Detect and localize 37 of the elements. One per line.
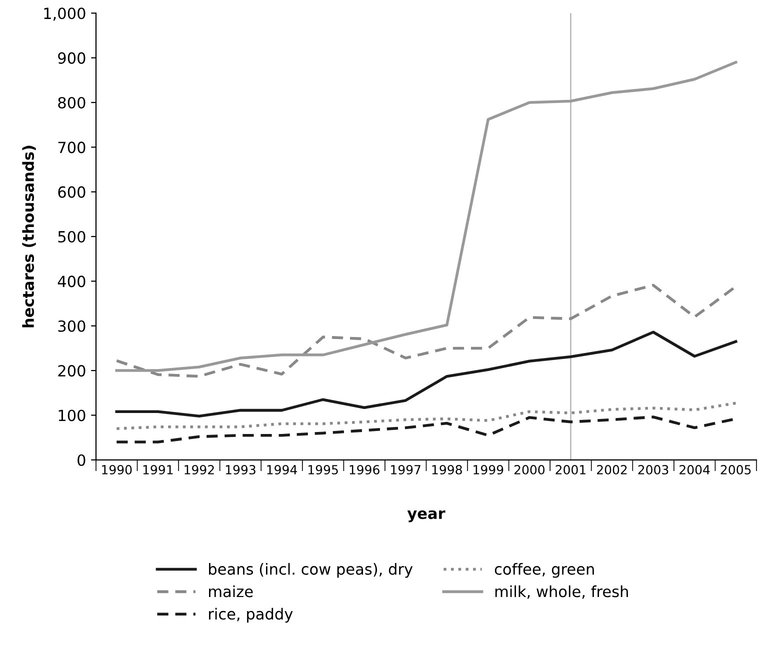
- line-series: [115, 330, 738, 418]
- x-tick-label: 2004: [680, 464, 710, 474]
- line-series: [115, 60, 738, 372]
- x-tick-label: 1999: [474, 464, 504, 474]
- x-tick-label: 2003: [638, 464, 668, 474]
- x-axis-title: year: [407, 510, 446, 522]
- y-tick-label: 800: [58, 96, 86, 109]
- y-tick-label: 600: [58, 186, 86, 198]
- x-tick-label: 1992: [184, 464, 214, 474]
- y-tick-label: 700: [58, 142, 86, 154]
- x-tick-label: 1995: [308, 464, 338, 474]
- y-tick-label: 200: [58, 365, 86, 377]
- y-tick-label: 100: [58, 410, 86, 422]
- y-tick-label: 1,000: [44, 8, 86, 21]
- y-axis-title: hectares (thousands): [22, 146, 36, 328]
- x-tick-label: 1997: [391, 464, 420, 474]
- x-tick-label: 2001: [556, 464, 586, 474]
- legend-label: rice, paddy: [209, 608, 293, 623]
- legend-label: maize: [209, 585, 253, 598]
- y-tick-label: 300: [58, 320, 86, 332]
- legend-label: beans (incl. cow peas), dry: [209, 563, 413, 578]
- x-tick-label: 1990: [102, 464, 132, 474]
- y-tick-label: 500: [58, 230, 86, 243]
- x-tick-label: 1994: [267, 464, 297, 474]
- legend-label: coffee, green: [494, 563, 594, 578]
- x-tick-label: 1993: [226, 464, 256, 474]
- legend-label: milk, whole, fresh: [495, 585, 628, 599]
- y-tick-label: 900: [58, 52, 86, 64]
- x-tick-label: 2002: [597, 464, 627, 474]
- x-tick-label: 1991: [143, 464, 173, 474]
- y-tick-label: 400: [58, 276, 86, 288]
- x-tick-label: 1998: [432, 464, 462, 474]
- x-tick-label: 1996: [350, 464, 380, 474]
- y-tick-label: 0: [78, 454, 86, 466]
- x-tick-label: 2005: [720, 464, 751, 474]
- x-tick-label: 2000: [514, 464, 545, 474]
- line-series: [115, 402, 738, 430]
